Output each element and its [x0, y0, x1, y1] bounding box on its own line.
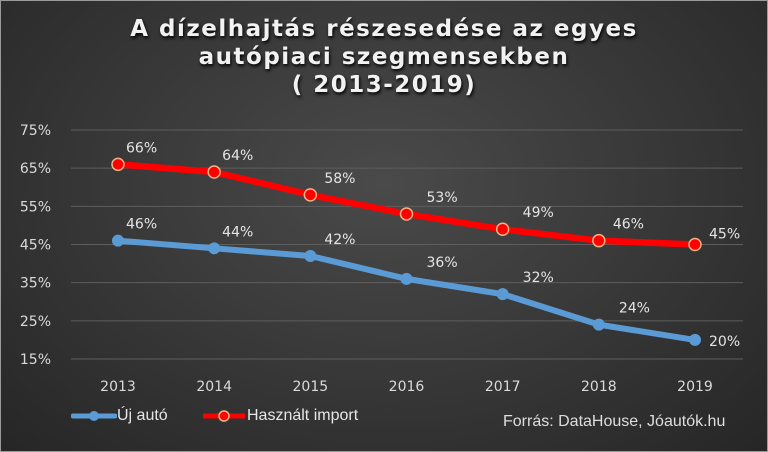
data-label: 58%	[324, 171, 355, 187]
x-tick-label: 2014	[196, 379, 232, 395]
data-label: 36%	[427, 255, 458, 271]
series-line-hasznalt-import	[114, 161, 699, 248]
y-tick-label: 65%	[20, 161, 51, 177]
data-label: 42%	[324, 232, 355, 248]
data-label: 66%	[126, 140, 157, 156]
legend-label-hasznalt-import: Használt import	[247, 407, 359, 425]
data-point-hasznalt-import	[207, 165, 221, 179]
data-label: 46%	[613, 217, 644, 233]
legend-line-red-icon	[203, 410, 245, 422]
data-point-hasznalt-import	[688, 237, 702, 252]
y-tick-label: 75%	[20, 123, 51, 139]
data-point-uj-auto	[400, 272, 413, 285]
y-tick-label: 55%	[20, 199, 51, 215]
data-point-uj-auto	[208, 242, 221, 255]
data-label: 45%	[709, 227, 740, 243]
source-note: Forrás: DataHouse, Jóautók.hu	[503, 413, 726, 430]
data-point-uj-auto	[304, 249, 317, 262]
data-label: 53%	[427, 190, 458, 206]
data-label: 24%	[619, 301, 650, 317]
legend-item-hasznalt-import: Használt import	[201, 406, 358, 426]
data-point-hasznalt-import	[111, 157, 125, 172]
x-tick-label: 2016	[389, 379, 425, 395]
y-tick-label: 35%	[20, 276, 51, 292]
data-label: 44%	[222, 224, 253, 240]
legend-line-blue-icon	[70, 411, 118, 421]
data-point-hasznalt-import	[399, 207, 414, 221]
data-point-uj-auto	[689, 333, 701, 346]
data-label: 46%	[126, 217, 157, 233]
y-tick-label: 45%	[20, 238, 51, 254]
data-point-uj-auto	[592, 318, 605, 331]
x-tick-label: 2017	[485, 379, 521, 395]
chart-title-line-1: A dízelhajtás részesedése az egyes	[130, 16, 638, 42]
data-label: 32%	[523, 270, 554, 286]
x-tick-label: 2018	[581, 379, 617, 395]
chart-title-line-3: ( 2013-2019)	[291, 72, 477, 98]
chart-title-line-2: autópiaci szegmensekben	[198, 44, 570, 70]
legend-label-uj-auto: Új autó	[117, 407, 168, 425]
series-line-uj-auto	[115, 237, 698, 343]
data-point-hasznalt-import	[592, 233, 606, 248]
x-tick-label: 2015	[293, 379, 329, 395]
data-point-uj-auto	[496, 288, 509, 301]
data-point-uj-auto	[112, 234, 124, 247]
data-point-hasznalt-import	[495, 222, 510, 236]
y-tick-label: 15%	[20, 352, 51, 368]
data-label: 64%	[222, 148, 253, 164]
data-label: 49%	[523, 205, 554, 221]
data-label: 20%	[709, 334, 740, 350]
chart-title: A dízelhajtás részesedése az egyes autóp…	[1, 15, 767, 99]
data-point-hasznalt-import	[303, 188, 318, 202]
y-tick-label: 25%	[20, 314, 51, 330]
x-tick-label: 2013	[100, 379, 136, 395]
legend-item-uj-auto: Új autó	[70, 406, 168, 426]
x-tick-label: 2019	[677, 379, 713, 395]
